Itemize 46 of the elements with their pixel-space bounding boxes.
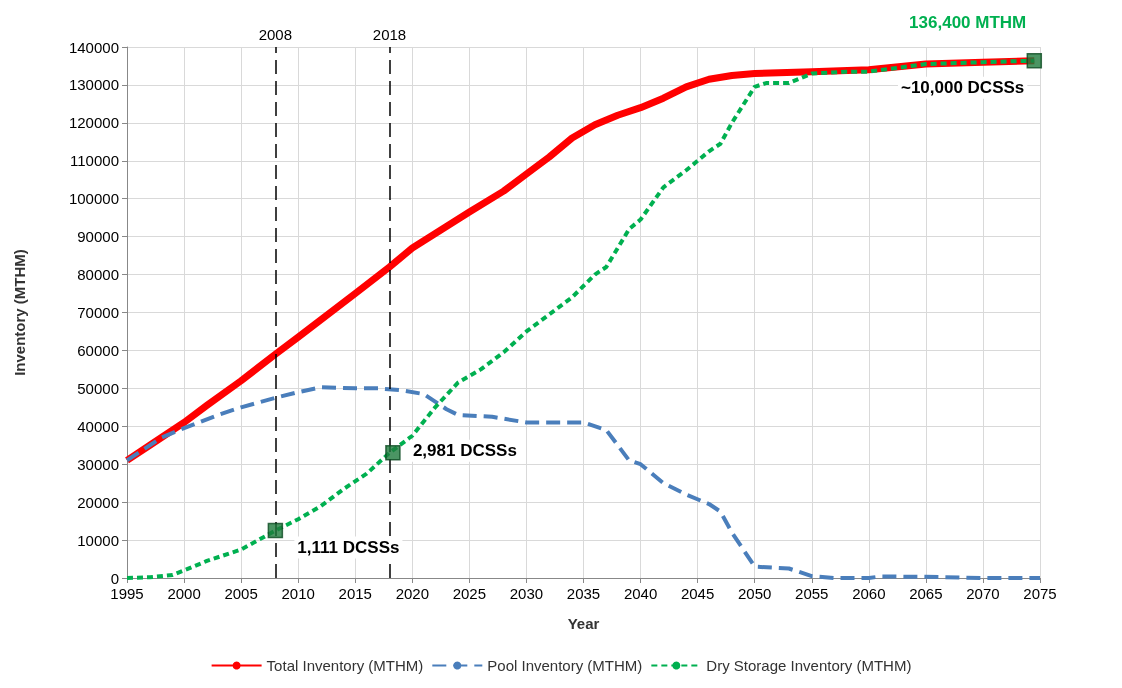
annotation: 2,981 DCSSs (412, 441, 517, 461)
y-tick-label: 0 (110, 569, 119, 587)
y-tick-label: 40000 (77, 417, 119, 435)
y-tick-label: 30000 (77, 455, 119, 473)
point (1026, 52, 1043, 69)
y-axis-title: Inventory (MTHM) (11, 249, 28, 376)
x-tick-label: 2005 (224, 585, 258, 602)
y-tick-label: 60000 (77, 341, 119, 359)
y-tick-label: 140000 (68, 38, 119, 56)
x-tick-label: 2070 (966, 585, 1000, 602)
y-tick-label: 10000 (77, 531, 119, 549)
y-tick-label: 120000 (68, 114, 119, 132)
x-tick-label: 2020 (395, 585, 429, 602)
x-tick-label: 2075 (1023, 585, 1057, 602)
annotation: 1,111 DCSSs (297, 537, 400, 557)
legend-label: Pool Inventory (MTHM) (487, 657, 643, 674)
x-tick-label: 1995 (110, 585, 144, 602)
y-tick-label: 70000 (77, 304, 119, 321)
x-tick-label: 2065 (909, 585, 943, 602)
legend-label: Dry Storage Inventory (MTHM) (706, 657, 912, 674)
x-tick-label: 2025 (452, 585, 487, 602)
x-tick-label: 2035 (566, 585, 601, 602)
x-tick-label: 2010 (281, 585, 315, 602)
x-tick-label: 2060 (852, 585, 886, 602)
legend-label: Total Inventory (MTHM) (266, 657, 424, 674)
x-tick-label: 2050 (738, 585, 772, 602)
annotation: 136,400 MTHM (909, 12, 1027, 32)
x-tick-label: 2030 (509, 585, 544, 602)
x-tick-label: 2040 (623, 585, 658, 602)
x-tick-label: 2015 (338, 585, 372, 602)
x-tick-label: 2045 (680, 585, 715, 602)
point (267, 522, 284, 539)
y-tick-label: 100000 (68, 190, 119, 208)
ref-line-label: 2018 (372, 26, 407, 43)
y-tick-label: 90000 (77, 228, 119, 246)
annotation: ~10,000 DCSSs (900, 77, 1025, 97)
point (385, 445, 401, 461)
y-tick-label: 80000 (77, 266, 119, 284)
x-axis-title: Year (567, 615, 600, 632)
x-tick-label: 2000 (167, 585, 201, 602)
ref-line-label: 2008 (258, 26, 293, 43)
y-tick-label: 130000 (68, 76, 119, 94)
x-tick-label: 2055 (795, 585, 829, 602)
y-tick-label: 50000 (77, 379, 119, 397)
y-tick-label: 110000 (70, 152, 119, 170)
y-tick-label: 20000 (77, 493, 119, 511)
